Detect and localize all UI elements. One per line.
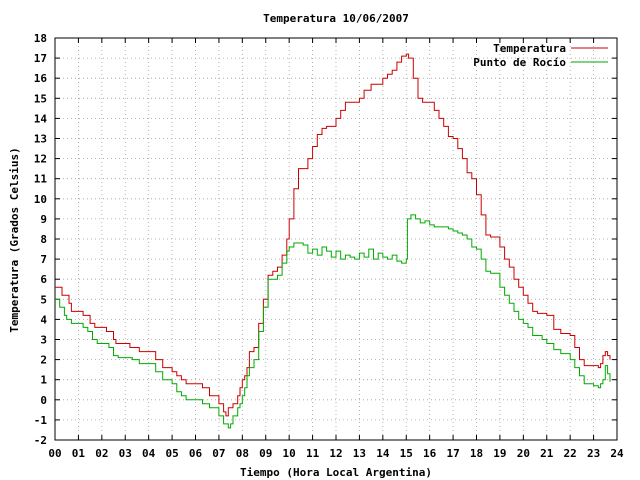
y-tick-label: 18 [34, 32, 47, 45]
x-tick-label: 13 [353, 447, 366, 460]
y-tick-label: 10 [34, 193, 47, 206]
x-tick-label: 17 [446, 447, 459, 460]
y-tick-label: 5 [40, 293, 47, 306]
x-tick-label: 22 [564, 447, 577, 460]
x-tick-label: 12 [329, 447, 342, 460]
x-tick-label: 20 [517, 447, 530, 460]
y-tick-label: -1 [34, 414, 48, 427]
x-tick-label: 03 [119, 447, 132, 460]
y-tick-label: 12 [34, 153, 47, 166]
y-tick-label: 2 [40, 354, 47, 367]
ticks: 00 01 02 03 04 05 06 07 08 09 10 11 12 13 14 15 16 17 18 19… [34, 32, 624, 460]
x-tick-label: 15 [400, 447, 413, 460]
y-axis-label: Temperatura (Grados Celsius) [8, 147, 21, 332]
series-line-temperatura [55, 53, 611, 417]
x-tick-label: 19 [493, 447, 506, 460]
x-tick-label: 18 [470, 447, 483, 460]
legend-label-temperatura: Temperatura [493, 42, 566, 55]
x-tick-label: 05 [165, 447, 178, 460]
y-tick-label: -2 [34, 434, 47, 447]
x-tick-label: 01 [72, 447, 86, 460]
x-tick-label: 08 [236, 447, 249, 460]
y-tick-label: 7 [40, 253, 47, 266]
x-tick-label: 10 [283, 447, 296, 460]
y-tick-label: 11 [34, 173, 48, 186]
x-tick-label: 02 [95, 447, 108, 460]
x-tick-label: 24 [610, 447, 624, 460]
grid [55, 38, 617, 440]
series-lines [55, 53, 611, 429]
y-tick-label: 3 [40, 334, 47, 347]
x-axis-label: Tiempo (Hora Local Argentina) [240, 466, 432, 479]
y-tick-label: 4 [40, 313, 47, 326]
y-tick-label: 16 [34, 72, 48, 85]
y-tick-label: 15 [34, 92, 47, 105]
series-line-punto-de-rocio [55, 214, 611, 429]
x-tick-label: 16 [423, 447, 437, 460]
y-tick-label: 8 [40, 233, 47, 246]
x-tick-label: 11 [306, 447, 320, 460]
x-tick-label: 00 [48, 447, 61, 460]
y-tick-label: 17 [34, 52, 47, 65]
legend: Temperatura Punto de Rocío [473, 42, 608, 69]
y-tick-label: 1 [40, 374, 47, 387]
legend-label-punto-de-rocio: Punto de Rocío [473, 56, 566, 69]
y-tick-label: 14 [34, 112, 48, 125]
x-tick-label: 21 [540, 447, 554, 460]
x-tick-label: 14 [376, 447, 390, 460]
x-tick-label: 07 [212, 447, 225, 460]
y-tick-label: 0 [40, 394, 47, 407]
y-tick-label: 13 [34, 133, 47, 146]
x-tick-label: 06 [189, 447, 203, 460]
y-tick-label: 6 [40, 273, 47, 286]
chart-title: Temperatura 10/06/2007 [263, 12, 409, 25]
x-tick-label: 23 [587, 447, 600, 460]
y-tick-label: 9 [40, 213, 47, 226]
x-tick-label: 04 [142, 447, 156, 460]
x-tick-label: 09 [259, 447, 272, 460]
